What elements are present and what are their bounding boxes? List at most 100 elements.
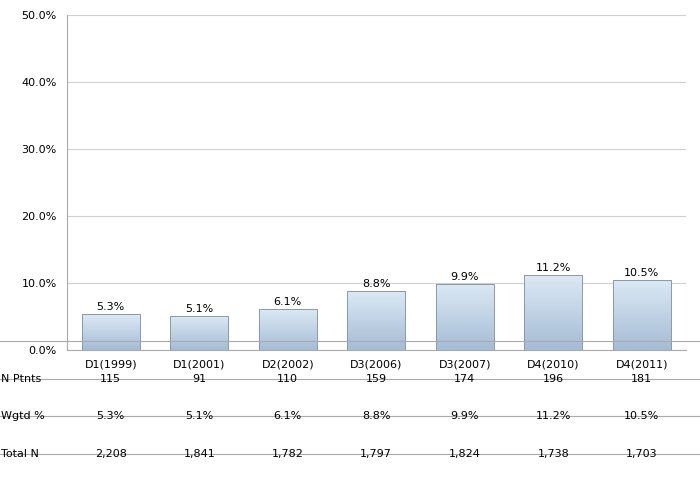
Bar [347,314,405,316]
Bar [436,308,494,310]
Bar [436,346,494,348]
Bar [524,300,582,301]
Bar [347,320,405,322]
Bar [524,328,582,330]
Text: 1,738: 1,738 [538,449,569,459]
Bar [436,322,494,324]
Bar [613,346,671,348]
Bar [524,344,582,346]
Bar [524,348,582,350]
Bar [171,346,228,348]
Bar [436,325,494,327]
Bar [347,313,405,314]
Bar [613,315,671,316]
Bar [171,331,228,332]
Bar [347,341,405,342]
Bar [436,287,494,288]
Text: 1,782: 1,782 [272,449,304,459]
Bar [613,297,671,299]
Bar [171,328,228,330]
Bar [82,335,139,336]
Bar [613,310,671,312]
Bar [82,348,139,349]
Text: 10.5%: 10.5% [624,268,659,278]
Text: 9.9%: 9.9% [451,272,479,281]
Bar [171,349,228,350]
Bar [436,292,494,294]
Bar [524,333,582,335]
Text: 11.2%: 11.2% [536,411,571,421]
Bar [259,320,316,322]
Bar [82,317,139,318]
Bar [524,318,582,320]
Bar [347,336,405,338]
Bar [347,348,405,350]
Bar [259,346,316,347]
Text: 1,841: 1,841 [183,449,215,459]
Bar [347,306,405,308]
Text: 110: 110 [277,374,298,384]
Bar [82,324,139,325]
Bar [524,314,582,316]
Bar [436,284,494,350]
Bar [171,322,228,324]
Text: 5.3%: 5.3% [97,302,125,312]
Bar [613,288,671,290]
Bar [82,314,139,316]
Bar [171,344,228,345]
Bar [347,324,405,325]
Bar [171,345,228,346]
Bar [259,322,316,324]
Bar [524,335,582,337]
Bar [613,304,671,306]
Bar [347,330,405,331]
Bar [82,328,139,330]
Bar [171,318,228,319]
Bar [347,298,405,300]
Bar [436,327,494,328]
Bar [436,344,494,345]
Bar [613,292,671,294]
Bar [524,294,582,296]
Text: 8.8%: 8.8% [362,411,391,421]
Bar [436,307,494,308]
Bar [436,302,494,304]
Bar [436,324,494,325]
Bar [259,339,316,340]
Bar [524,288,582,290]
Bar [613,306,671,308]
Text: 5.1%: 5.1% [185,304,214,314]
Bar [347,294,405,296]
Bar [436,300,494,302]
Bar [436,284,494,286]
Bar [171,325,228,326]
Bar [524,326,582,328]
Text: 196: 196 [542,374,564,384]
Bar [347,308,405,310]
Bar [82,330,139,332]
Bar [436,348,494,350]
Bar [613,318,671,320]
Bar [259,342,316,343]
Bar [82,334,139,335]
Bar [259,345,316,346]
Bar [259,343,316,344]
Bar [347,328,405,330]
Bar [82,326,139,327]
Bar [259,314,316,316]
Bar [259,341,316,342]
Bar [524,292,582,294]
Bar [347,310,405,312]
Bar [82,316,139,317]
Bar [613,334,671,336]
Bar [171,320,228,321]
Bar [171,326,228,327]
Bar [436,288,494,290]
Bar [436,290,494,292]
Bar [436,330,494,332]
Bar [259,309,316,350]
Bar [613,302,671,304]
Bar [259,334,316,336]
Bar [347,291,405,350]
Bar [613,299,671,301]
